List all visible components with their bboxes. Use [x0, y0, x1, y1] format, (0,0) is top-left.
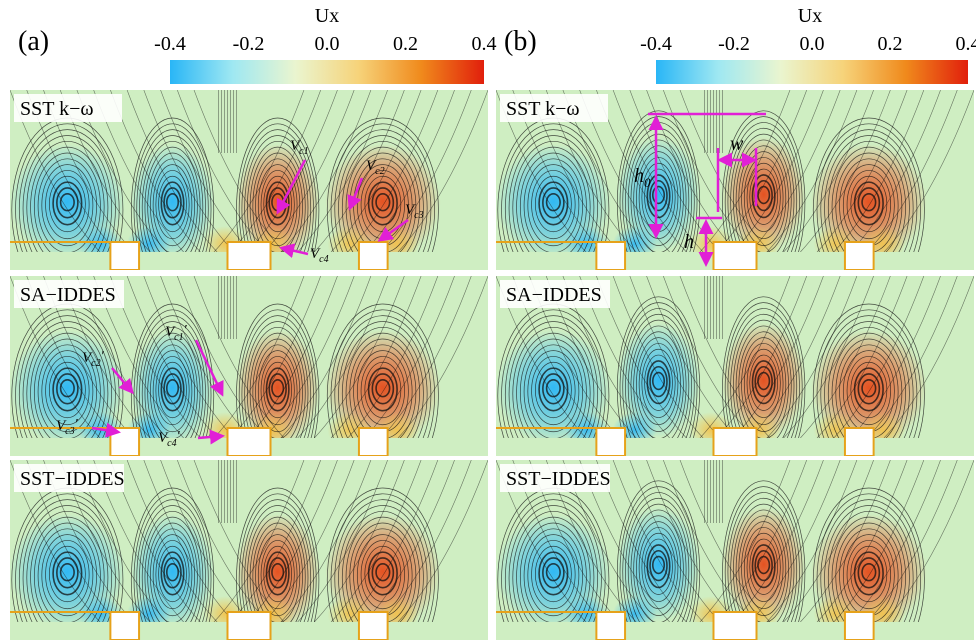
colorbar-a-title: Ux: [315, 5, 339, 27]
colorbar-tick: 0.4: [956, 33, 976, 55]
colorbar-tick: 0.4: [472, 33, 497, 55]
colorbar-tick: -0.4: [640, 33, 672, 55]
colorbar-tick: -0.4: [154, 33, 186, 55]
colorbar-b-title: Ux: [798, 5, 822, 27]
colorbar-a-gradient: [170, 60, 484, 84]
colorbar-b-gradient: [656, 60, 968, 84]
colorbar-tick: 0.2: [878, 33, 903, 55]
panel-label: SST k−ω: [20, 98, 94, 120]
panel-label: SA−IDDES: [506, 284, 602, 306]
dimension-h: h: [684, 231, 694, 253]
panel-label: SST−IDDES: [506, 468, 611, 490]
panel-label: SA−IDDES: [20, 284, 116, 306]
colorbar-b: Ux -0.4 -0.2 0.0 0.2 0.4: [640, 5, 976, 84]
colorbar-tick: 0.0: [800, 33, 825, 55]
panel-label: SST k−ω: [506, 98, 580, 120]
dimension-w: w: [730, 133, 744, 155]
colorbar-tick: 0.2: [393, 33, 418, 55]
column-b-label: (b): [504, 26, 537, 57]
colorbar-tick: -0.2: [718, 33, 750, 55]
colorbar-tick: -0.2: [233, 33, 265, 55]
panel-label: SST−IDDES: [20, 468, 125, 490]
column-a-label: (a): [18, 26, 49, 57]
colorbar-a: Ux -0.4 -0.2 0.0 0.2 0.4: [154, 5, 496, 84]
colorbar-tick: 0.0: [315, 33, 340, 55]
